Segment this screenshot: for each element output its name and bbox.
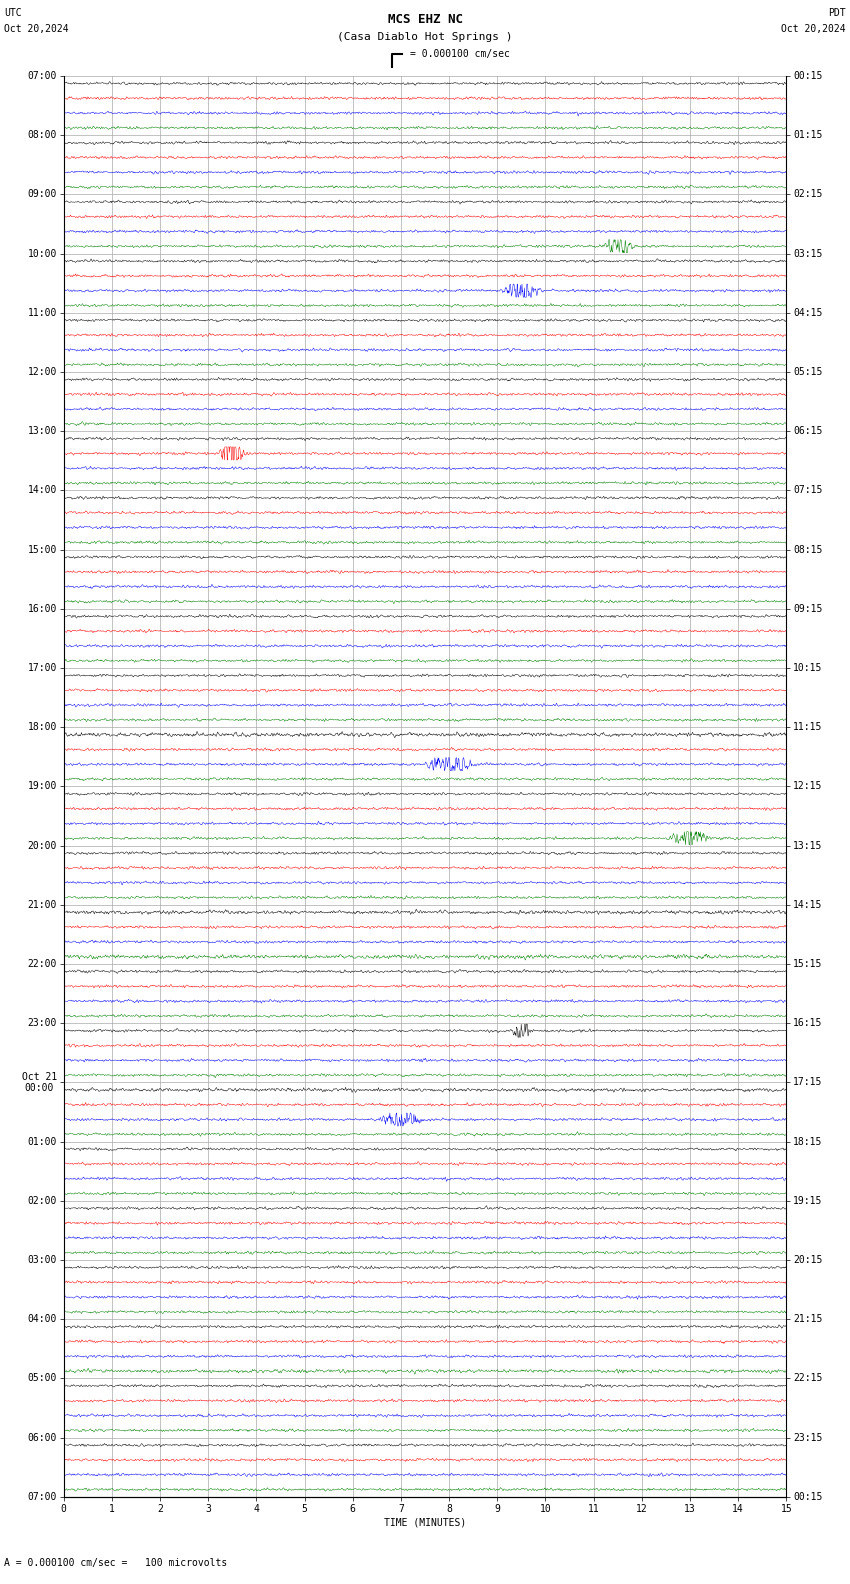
Text: Oct 20,2024: Oct 20,2024 xyxy=(781,24,846,33)
Text: MCS EHZ NC: MCS EHZ NC xyxy=(388,13,462,25)
Text: (Casa Diablo Hot Springs ): (Casa Diablo Hot Springs ) xyxy=(337,32,513,41)
Text: PDT: PDT xyxy=(828,8,846,17)
X-axis label: TIME (MINUTES): TIME (MINUTES) xyxy=(384,1517,466,1529)
Text: UTC: UTC xyxy=(4,8,22,17)
Text: A = 0.000100 cm/sec =   100 microvolts: A = 0.000100 cm/sec = 100 microvolts xyxy=(4,1559,228,1568)
Text: = 0.000100 cm/sec: = 0.000100 cm/sec xyxy=(410,49,510,59)
Text: Oct 20,2024: Oct 20,2024 xyxy=(4,24,69,33)
